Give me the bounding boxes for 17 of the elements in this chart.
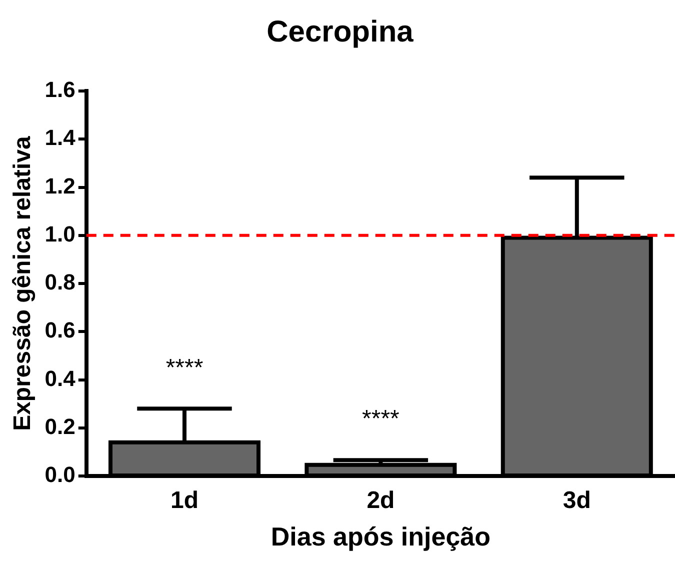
x-axis-title: Dias após injeção	[270, 522, 491, 552]
x-tick-label: 3d	[562, 487, 591, 514]
y-axis-title: Expressão gênica relativa	[9, 135, 36, 431]
x-tick-label: 1d	[170, 487, 198, 514]
y-tick-label: 1.0	[44, 221, 76, 246]
y-tick-label: 1.4	[44, 125, 76, 150]
y-tick-label: 0.0	[44, 462, 76, 488]
chart-title: Cecropina	[266, 15, 414, 48]
annotation: ****	[362, 406, 400, 433]
y-tick-label: 0.6	[44, 318, 76, 343]
y-tick-label: 1.6	[44, 77, 76, 102]
y-tick-label: 1.2	[44, 173, 76, 198]
x-tick-label: 2d	[366, 487, 395, 514]
y-tick-label: 0.8	[44, 270, 76, 295]
y-tick-label: 0.4	[44, 366, 76, 391]
y-tick-label: 0.2	[44, 414, 76, 439]
annotation: ****	[166, 354, 204, 382]
